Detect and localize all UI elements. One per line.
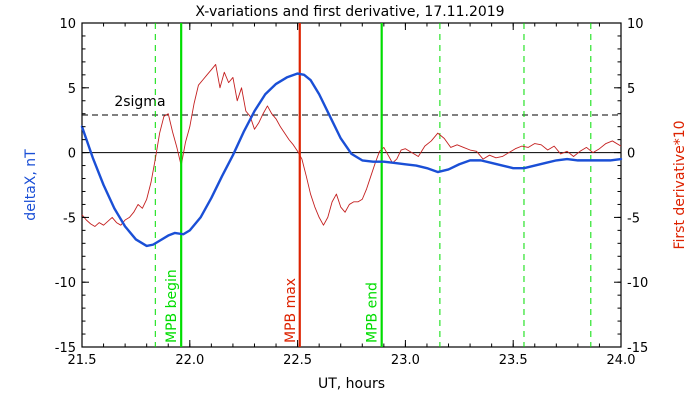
y-tick-label-right: -5 bbox=[627, 211, 640, 226]
marker-label-2: MPB end bbox=[365, 282, 381, 343]
x-tick-label: 22.5 bbox=[283, 353, 312, 368]
y-tick-label-right: -10 bbox=[627, 276, 648, 291]
series-line-deltax bbox=[80, 72, 623, 248]
x-axis-title: UT, hours bbox=[318, 376, 385, 392]
y-axis-right-title: First derivative*10 bbox=[672, 120, 688, 249]
y-tick-label-left: -5 bbox=[63, 211, 76, 226]
y-tick-label-right: 5 bbox=[627, 82, 635, 97]
x-tick-label: 24.0 bbox=[607, 353, 636, 368]
marker-label-1: MPB max bbox=[283, 278, 299, 343]
y-tick-label-left: -15 bbox=[55, 341, 76, 356]
marker-label-0: MPB begin bbox=[164, 269, 180, 343]
x-tick-label: 21.5 bbox=[68, 353, 97, 368]
y-tick-label-left: 0 bbox=[68, 147, 76, 162]
chart-title: X-variations and first derivative, 17.11… bbox=[195, 4, 504, 20]
y-axis-left-title: deltaX, nT bbox=[23, 149, 39, 221]
chart-marks: 2sigma MPB begin MPB max MPB end bbox=[80, 23, 623, 347]
y-tick-label-left: 10 bbox=[59, 17, 76, 32]
y-tick-label-left: 5 bbox=[68, 82, 76, 97]
y-tick-label-right: -15 bbox=[627, 341, 648, 356]
sigma-label: 2sigma bbox=[114, 94, 165, 110]
plot-frame bbox=[81, 22, 622, 348]
x-tick-label: 22.0 bbox=[175, 353, 204, 368]
x-tick-label: 23.5 bbox=[499, 353, 528, 368]
series-line-derivative bbox=[81, 64, 622, 227]
x-tick-label: 23.0 bbox=[391, 353, 420, 368]
axis-ticks: 21.5 22.0 22.5 23.0 23.5 24.0-15 -15-10 -10-5 -5… bbox=[55, 17, 648, 368]
y-tick-label-right: 0 bbox=[627, 147, 635, 162]
y-tick-label-left: -10 bbox=[55, 276, 76, 291]
y-tick-label-right: 10 bbox=[627, 17, 644, 32]
